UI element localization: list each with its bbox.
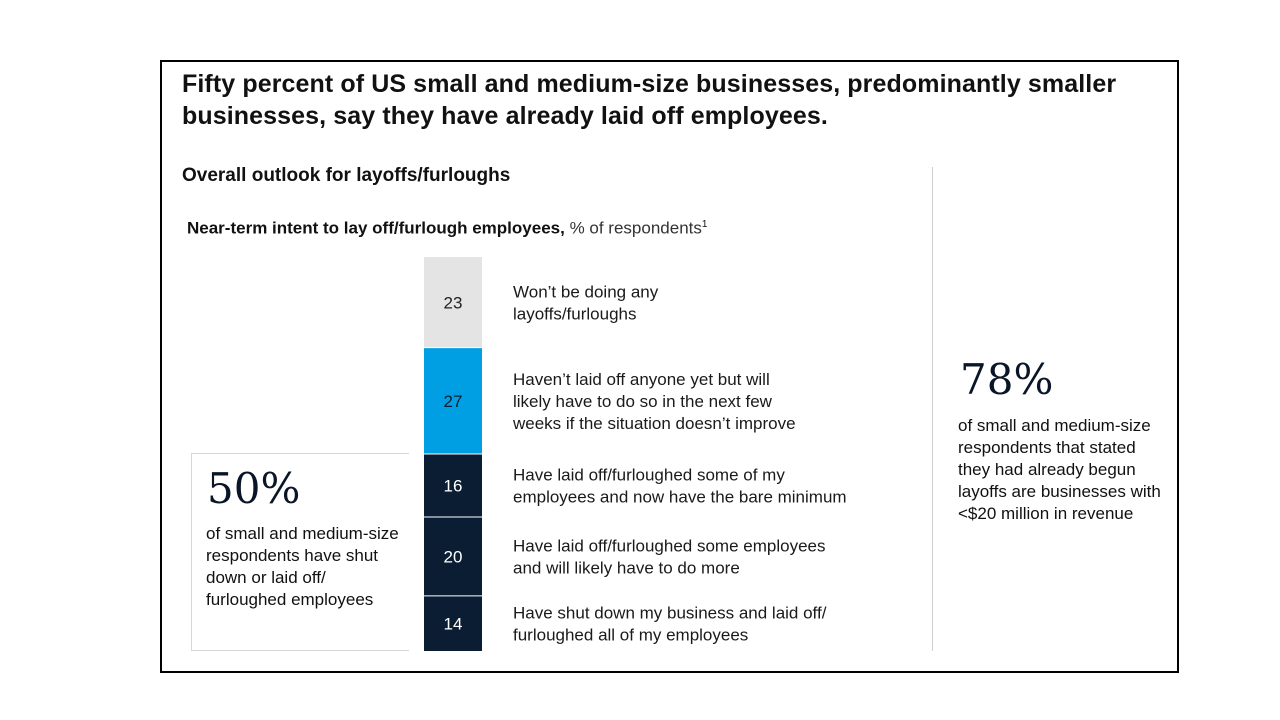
bar-segment-5 <box>424 595 482 651</box>
callout-left-text: of small and medium-size respondents hav… <box>206 524 399 609</box>
bar-segment-4 <box>424 517 482 596</box>
bar-segment-3 <box>424 454 482 518</box>
segment-value-3: 16 <box>444 477 463 496</box>
segment-category-line: Haven’t laid off anyone yet but will <box>513 370 770 389</box>
segment-category-line: Won’t be doing any <box>513 282 659 301</box>
chart-subtitle: Overall outlook for layoffs/furloughs <box>182 165 511 186</box>
callout-right-number: 78% <box>960 355 1054 404</box>
segment-category-line: furloughed all of my employees <box>513 625 748 644</box>
bar-segment-2 <box>424 347 482 454</box>
segment-value-4: 20 <box>444 547 463 566</box>
segment-category-line: Have shut down my business and laid off/ <box>513 603 827 622</box>
chart-heading-bold: Near-term intent to lay off/furlough emp… <box>187 218 565 238</box>
footnote-marker: 1 <box>701 219 708 230</box>
segment-category-line: layoffs/furloughs <box>513 304 636 323</box>
segment-category-line: and will likely have to do more <box>513 558 740 577</box>
callout-left-box <box>191 453 409 651</box>
segment-category-line: Have laid off/furloughed some of my <box>513 466 785 485</box>
chart-heading: Near-term intent to lay off/furlough emp… <box>187 213 707 241</box>
segment-category-5: Have shut down my business and laid off/… <box>513 603 827 644</box>
segment-category-line: likely have to do so in the next few <box>513 392 773 411</box>
segment-category-3: Have laid off/furloughed some of my emplo… <box>513 466 847 507</box>
callout-left-number: 50% <box>207 464 301 513</box>
segment-category-line: Have laid off/furloughed some employees <box>513 536 825 555</box>
segment-category-2: Haven’t laid off anyone yet but will like… <box>512 370 796 433</box>
segment-value-2: 27 <box>444 392 463 411</box>
segment-category-line: employees and now have the bare minimum <box>513 488 847 507</box>
callout-right-text: of small and medium-size respondents tha… <box>958 416 1161 523</box>
chart-title: Fifty percent of US small and medium-siz… <box>182 70 1117 130</box>
segment-category-4: Have laid off/furloughed some employees a… <box>513 536 825 577</box>
bar-segment-1 <box>424 257 482 348</box>
segment-category-1: Won’t be doing any layoffs/furloughs <box>513 282 659 323</box>
segment-value-1: 23 <box>444 293 463 312</box>
vertical-divider <box>932 167 933 651</box>
segment-value-5: 14 <box>444 614 463 633</box>
segment-category-line: weeks if the situation doesn’t improve <box>512 414 796 433</box>
chart-heading-unit: % of respondents <box>569 218 702 238</box>
chart-frame <box>160 60 1179 673</box>
